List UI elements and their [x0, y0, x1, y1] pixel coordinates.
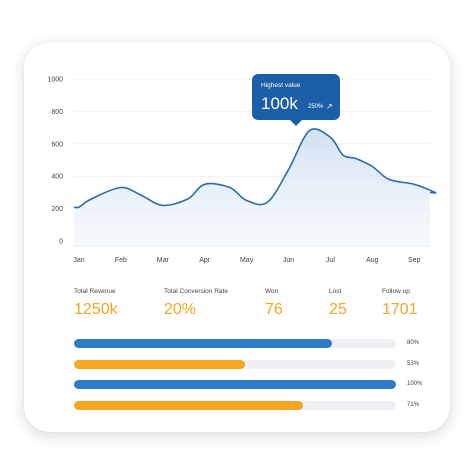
y-tick-label: 0: [59, 239, 63, 246]
stat-value: 1250k: [74, 301, 118, 318]
stat-value: 25: [329, 301, 347, 318]
progress-fill: [74, 339, 332, 348]
stat-total-revenue: Total Revenue 1250k: [74, 288, 118, 319]
x-tick-label: Jul: [326, 257, 335, 264]
stat-label: Lost: [329, 288, 342, 295]
progress-label: 71%: [407, 402, 420, 408]
x-tick-label: Jun: [283, 257, 294, 264]
tooltip-value: 100k: [261, 94, 298, 113]
x-tick-label: Feb: [115, 257, 127, 264]
x-tick-label: Apr: [199, 257, 211, 264]
progress-fill: [74, 380, 396, 389]
progress-track: [74, 339, 396, 348]
x-tick-label: May: [240, 257, 254, 264]
progress-label: 53%: [407, 361, 420, 367]
y-tick-label: 400: [51, 174, 63, 181]
progress-track: [74, 360, 396, 369]
x-tick-label: Aug: [366, 257, 379, 264]
stat-value: 20%: [164, 301, 197, 318]
progress-track: [74, 401, 396, 410]
chart-area-fill: [74, 128, 436, 246]
stat-value: 1701: [382, 301, 418, 318]
tooltip-change: 250%: [308, 104, 324, 110]
progress-fill: [74, 401, 303, 410]
y-tick-label: 200: [51, 206, 63, 213]
tooltip-label: Highest value: [261, 82, 301, 89]
stat-label: Total Conversion Rate: [164, 288, 228, 295]
stat-conversion-rate: Total Conversion Rate 20%: [164, 288, 228, 319]
progress-fill: [74, 360, 245, 369]
stat-label: Follow up: [382, 288, 410, 295]
stat-won: Won 76: [265, 288, 283, 319]
stat-label: Won: [265, 288, 279, 295]
x-tick-label: Sep: [408, 257, 421, 264]
progress-label: 80%: [407, 340, 420, 346]
y-tick-label: 600: [51, 141, 63, 148]
x-tick-label: Jan: [73, 257, 84, 264]
y-tick-label: 800: [51, 109, 63, 116]
stat-value: 76: [265, 301, 283, 318]
stat-label: Total Revenue: [74, 288, 116, 295]
chart-series-line: [73, 128, 437, 209]
arrow-up-right-icon: ↗: [326, 102, 333, 111]
y-tick-label: 1000: [47, 77, 63, 84]
x-tick-label: Mar: [157, 257, 170, 264]
highest-value-tooltip: Highest value 100k 250% ↗: [252, 74, 340, 126]
progress-label: 100%: [407, 381, 423, 387]
stat-follow-up: Follow up 1701: [382, 288, 418, 319]
progress-track: [74, 380, 396, 389]
stat-lost: Lost 25: [329, 288, 347, 319]
